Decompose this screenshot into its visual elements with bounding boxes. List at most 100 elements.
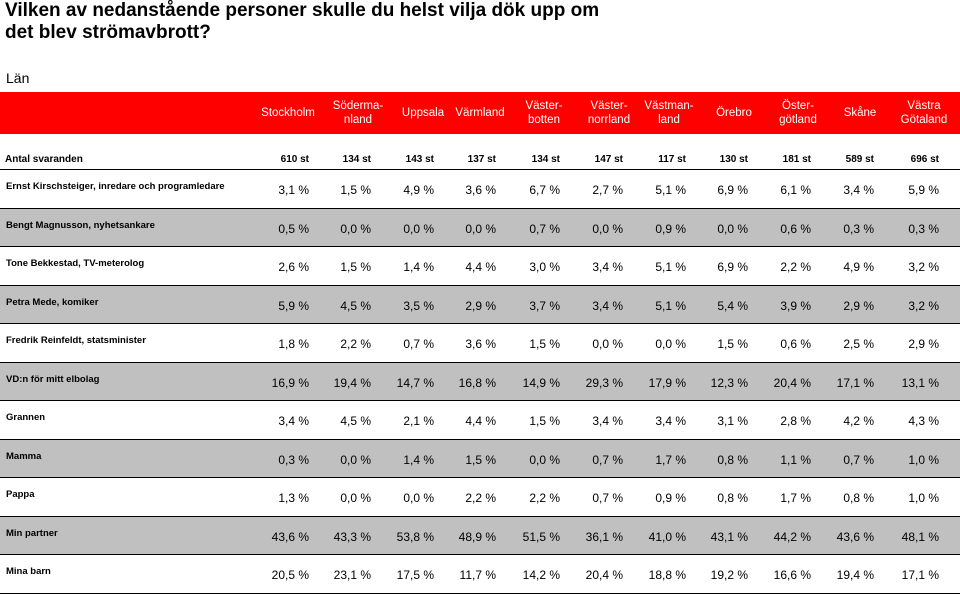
table-cell: 1,0 % <box>908 491 939 505</box>
region-label: Län <box>6 70 30 86</box>
table-cell: 1,4 % <box>403 260 434 274</box>
table-cell: 0,0 % <box>340 221 371 236</box>
table-cell: 5,4 % <box>717 298 748 313</box>
row-label: Pappa <box>6 489 35 500</box>
table-cell: 1,5 % <box>529 337 560 351</box>
table-cell: 3,6 % <box>465 337 496 351</box>
table-cell: 2,2 % <box>780 260 811 274</box>
column-header: Väster- norrland <box>587 100 631 126</box>
chart-title: Vilken av nedanstående personer skulle d… <box>5 0 600 43</box>
table-cell: 0,0 % <box>655 337 686 351</box>
table-cell: 5,1 % <box>655 260 686 274</box>
table-cell: 2,2 % <box>465 491 496 505</box>
table-cell: 16,9 % <box>271 375 309 390</box>
table-cell: 0,7 % <box>529 221 560 236</box>
respondent-count: 589 st <box>845 154 874 165</box>
table-cell: 0,6 % <box>780 337 811 351</box>
table-cell: 0,3 % <box>278 452 309 467</box>
row-label: Mina barn <box>6 566 51 577</box>
divider <box>0 284 960 286</box>
table-row <box>0 516 960 555</box>
table-cell: 19,4 % <box>333 375 371 390</box>
respondent-count: 137 st <box>467 154 496 165</box>
table-cell: 5,1 % <box>655 183 686 197</box>
table-cell: 4,4 % <box>465 414 496 428</box>
table-cell: 3,1 % <box>278 183 309 197</box>
table-cell: 6,9 % <box>717 183 748 197</box>
table-cell: 19,2 % <box>710 568 748 582</box>
table-cell: 3,1 % <box>717 414 748 428</box>
table-cell: 4,9 % <box>403 183 434 197</box>
table-cell: 18,8 % <box>648 568 686 582</box>
table-cell: 51,5 % <box>522 529 560 544</box>
table-cell: 0,0 % <box>592 337 623 351</box>
table-cell: 2,9 % <box>908 337 939 351</box>
table-cell: 29,3 % <box>585 375 623 390</box>
table-cell: 1,5 % <box>465 452 496 467</box>
column-header: Söderma- nland <box>332 100 384 126</box>
table-cell: 4,3 % <box>908 414 939 428</box>
table-row <box>0 208 960 247</box>
row-label: Fredrik Reinfeldt, statsminister <box>6 335 146 346</box>
table-cell: 3,2 % <box>908 260 939 274</box>
table-cell: 3,9 % <box>780 298 811 313</box>
column-header: Värmland <box>455 107 505 119</box>
row-label: Ernst Kirschsteiger, inredare och progra… <box>6 181 225 192</box>
table-cell: 1,5 % <box>340 183 371 197</box>
table-cell: 0,0 % <box>340 452 371 467</box>
row-label: Petra Mede, komiker <box>6 296 99 308</box>
table-cell: 2,2 % <box>340 337 371 351</box>
table-cell: 17,5 % <box>396 568 434 582</box>
respondent-count: 147 st <box>594 154 623 165</box>
table-cell: 43,3 % <box>333 529 371 544</box>
table-cell: 1,3 % <box>278 491 309 505</box>
table-cell: 0,8 % <box>843 491 874 505</box>
table-cell: 3,4 % <box>278 414 309 428</box>
table-cell: 3,4 % <box>655 414 686 428</box>
table-cell: 2,1 % <box>403 414 434 428</box>
table-cell: 0,6 % <box>780 221 811 236</box>
table-cell: 0,8 % <box>717 452 748 467</box>
table-cell: 44,2 % <box>773 529 811 544</box>
respondent-count: 610 st <box>280 154 309 165</box>
table-cell: 3,4 % <box>843 183 874 197</box>
table-cell: 2,6 % <box>278 260 309 274</box>
divider <box>0 477 960 478</box>
table-cell: 36,1 % <box>585 529 623 544</box>
table-cell: 17,9 % <box>648 375 686 390</box>
divider <box>0 554 960 555</box>
column-header: Skåne <box>843 107 877 119</box>
table-cell: 3,4 % <box>592 298 623 313</box>
table-cell: 41,0 % <box>648 529 686 544</box>
respondent-count: 117 st <box>658 154 686 165</box>
divider <box>0 400 960 401</box>
respondent-count: 696 st <box>910 154 939 165</box>
table-cell: 0,0 % <box>403 221 434 236</box>
table-cell: 0,5 % <box>278 221 309 236</box>
table-cell: 13,1 % <box>901 375 939 390</box>
table-cell: 17,1 % <box>836 375 874 390</box>
table-cell: 17,1 % <box>901 568 939 582</box>
table-row <box>0 439 960 478</box>
table-cell: 3,0 % <box>529 260 560 274</box>
column-header: Västman- land <box>644 100 694 126</box>
table-cell: 0,7 % <box>403 337 434 351</box>
table-cell: 1,1 % <box>780 452 811 467</box>
table-cell: 2,2 % <box>529 491 560 505</box>
column-header: Västra Götaland <box>900 100 948 126</box>
table-cell: 0,9 % <box>655 221 686 236</box>
table-cell: 0,7 % <box>843 452 874 467</box>
respondent-count: 130 st <box>719 154 748 165</box>
respondents-label: Antal svaranden <box>5 154 83 165</box>
table-cell: 1,8 % <box>278 337 309 351</box>
respondent-count: 134 st <box>531 154 560 165</box>
table-cell: 12,3 % <box>710 375 748 390</box>
divider <box>0 361 960 363</box>
respondent-count: 143 st <box>405 154 434 165</box>
table-cell: 0,0 % <box>529 452 560 467</box>
table-cell: 20,5 % <box>271 568 309 582</box>
table-cell: 0,0 % <box>592 221 623 236</box>
table-cell: 0,0 % <box>465 221 496 236</box>
column-header-bar: Stockholm Söderma- nland Uppsala Värmland Vä… <box>0 92 960 134</box>
table-cell: 4,9 % <box>843 260 874 274</box>
